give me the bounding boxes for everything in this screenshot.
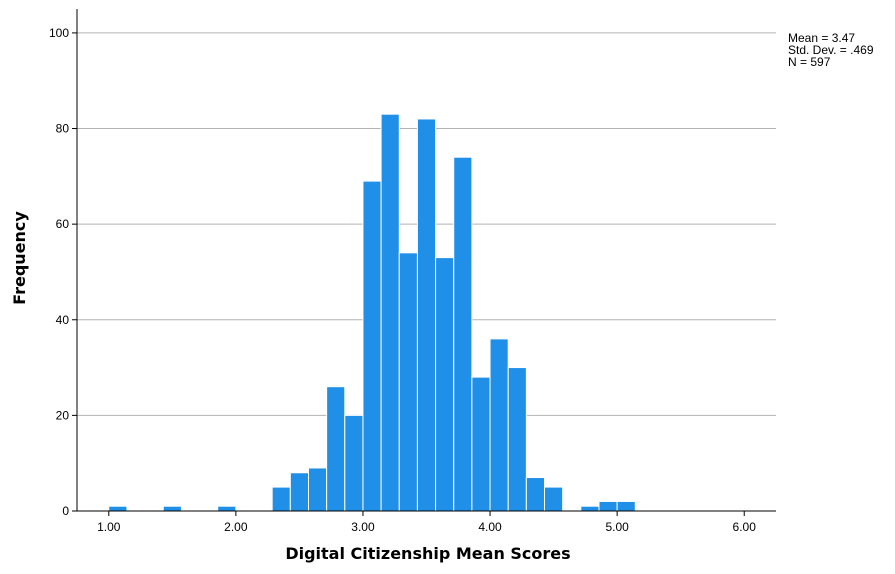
histogram-bar (289, 472, 309, 512)
histogram-bar (507, 367, 527, 512)
y-tick-label: 0 (62, 504, 69, 518)
histogram-bar (416, 118, 437, 512)
histogram-bar (580, 505, 600, 512)
x-tick-label: 6.00 (733, 520, 757, 534)
histogram-bar (598, 500, 618, 512)
stats-box: Mean = 3.47 Std. Dev. = .469 N = 597 (788, 31, 874, 69)
histogram-bar (344, 414, 364, 512)
axes (76, 9, 776, 512)
histogram-bar (380, 113, 400, 512)
histogram-bar (489, 338, 509, 512)
histogram-bar (108, 505, 128, 512)
histogram-bar (525, 477, 546, 512)
y-tick-label: 80 (56, 122, 70, 136)
histogram-bar (307, 467, 328, 512)
stats-std-dev: Std. Dev. = .469 (788, 43, 874, 57)
y-tick-label: 40 (56, 313, 70, 327)
x-tick-label: 2.00 (224, 520, 248, 534)
y-tick-label: 20 (56, 408, 70, 422)
y-axis-title: Frequency (10, 211, 29, 305)
x-tick-label: 3.00 (351, 520, 375, 534)
histogram-bar (217, 505, 237, 512)
histogram-bar (362, 180, 382, 512)
histogram-bar (435, 257, 455, 512)
y-tick-label: 60 (56, 217, 70, 231)
histogram-bar (544, 486, 564, 512)
stats-mean: Mean = 3.47 (788, 31, 855, 45)
histogram-bars (108, 113, 636, 512)
y-tick-label: 100 (49, 26, 69, 40)
histogram-bar (471, 376, 491, 512)
histogram-bar (271, 486, 291, 512)
histogram-bar (162, 505, 182, 512)
histogram-bar (398, 252, 418, 512)
x-tick-label: 4.00 (478, 520, 502, 534)
x-tick-label: 5.00 (605, 520, 629, 534)
y-tick-labels: 0 20 40 60 80 100 (49, 26, 77, 518)
x-axis-title: Digital Citizenship Mean Scores (285, 544, 570, 563)
histogram-bar (616, 500, 636, 512)
histogram-bar (453, 156, 473, 512)
x-tick-label: 1.00 (97, 520, 121, 534)
stats-n: N = 597 (788, 55, 831, 69)
x-tick-labels: 1.00 2.00 3.00 4.00 5.00 6.00 (97, 511, 756, 534)
histogram-bar (326, 386, 346, 512)
